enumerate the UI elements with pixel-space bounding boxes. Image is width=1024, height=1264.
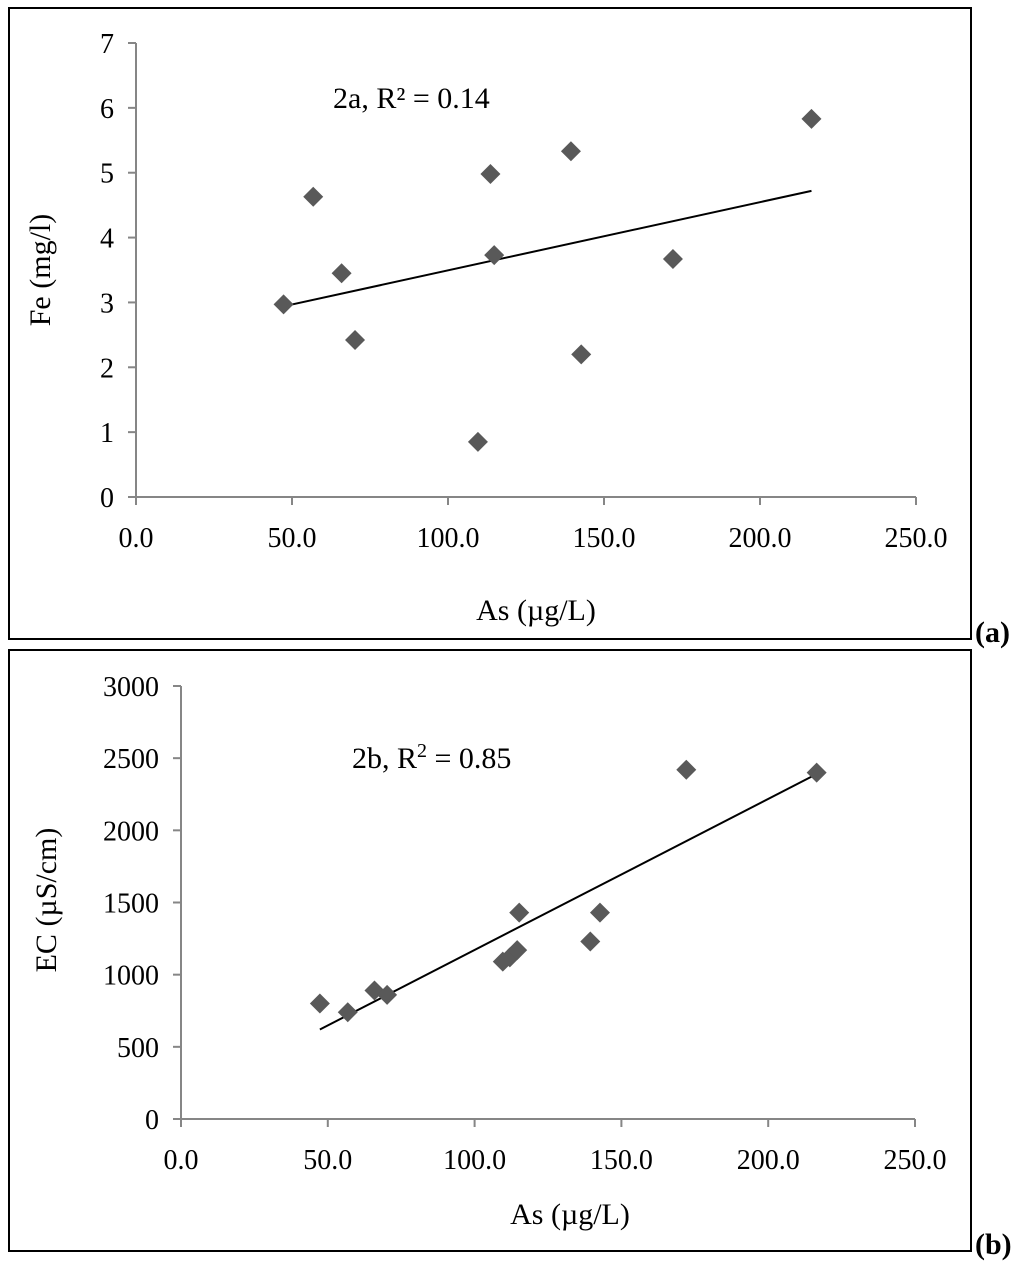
data-point-a	[662, 248, 683, 269]
data-point-b	[806, 762, 827, 783]
y-tick-label-b: 2000	[103, 816, 159, 847]
x-tick-label-b: 200.0	[737, 1145, 800, 1176]
x-tick-label-a: 200.0	[729, 523, 792, 554]
x-tick-label-a: 250.0	[885, 523, 948, 554]
x-tick-label-b: 150.0	[590, 1145, 653, 1176]
panel-a-frame	[8, 7, 972, 640]
data-point-b	[580, 931, 601, 952]
x-tick-label-b: 100.0	[443, 1145, 506, 1176]
chart-a: 2a, R² = 0.14 As (µg/L) Fe (mg/l) (a) 0 1…	[24, 29, 1010, 649]
trendline-a	[283, 189, 812, 308]
data-point-a	[484, 245, 505, 266]
data-point-a	[467, 431, 488, 452]
x-tick-label-b: 250.0	[884, 1145, 947, 1176]
x-tick-label-a: 50.0	[268, 523, 317, 554]
data-point-a	[273, 294, 294, 315]
x-tick-label-a: 150.0	[573, 523, 636, 554]
y-tick-label-b: 500	[117, 1033, 159, 1064]
y-axis-title-b: EC (µS/cm)	[30, 828, 63, 973]
data-point-a	[560, 141, 581, 162]
y-tick-label-b: 1500	[103, 889, 159, 920]
annotation-b-tail: = 0.85	[427, 742, 511, 775]
data-point-b	[337, 1002, 358, 1023]
data-point-b	[507, 940, 528, 961]
y-tick-label-a: 7	[100, 29, 114, 60]
y-tick-label-a: 3	[100, 288, 114, 319]
x-tick-label-b: 0.0	[164, 1145, 199, 1176]
data-point-b	[309, 993, 330, 1014]
data-point-b	[377, 984, 398, 1005]
annotation-a: 2a, R² = 0.14	[333, 82, 490, 115]
data-point-a	[571, 344, 592, 365]
x-tick-label-a: 0.0	[119, 523, 154, 554]
x-axis-title-b: As (µg/L)	[510, 1198, 630, 1231]
y-tick-label-b: 2500	[103, 744, 159, 775]
y-tick-label-a: 5	[100, 159, 114, 190]
y-tick-label-a: 4	[100, 224, 114, 255]
data-point-a	[331, 263, 352, 284]
annotation-b: 2b, R2 = 0.85	[352, 740, 511, 775]
data-point-a	[480, 164, 501, 185]
y-tick-label-b: 3000	[103, 672, 159, 703]
x-tick-label-b: 50.0	[303, 1145, 352, 1176]
data-point-a	[303, 186, 324, 207]
data-point-a	[801, 108, 822, 129]
y-tick-label-a: 2	[100, 353, 114, 384]
data-point-b	[589, 902, 610, 923]
y-tick-label-a: 1	[100, 418, 114, 449]
trendline-b	[319, 773, 818, 1031]
y-axis-title-a: Fe (mg/l)	[24, 214, 57, 327]
annotation-b-head: 2b, R	[352, 742, 417, 775]
y-tick-label-a: 0	[100, 483, 114, 514]
data-point-b	[676, 759, 697, 780]
panel-label-b: (b)	[975, 1228, 1012, 1261]
x-tick-label-a: 100.0	[417, 523, 480, 554]
panel-label-a: (a)	[975, 616, 1010, 649]
x-axis-title-a: As (µg/L)	[476, 594, 596, 627]
chart-b: 2b, R2 = 0.85 As (µg/L) EC (µS/cm) (b) 0…	[30, 672, 1012, 1261]
annotation-b-superscript: 2	[417, 740, 427, 762]
panel-b-frame	[8, 649, 972, 1252]
y-tick-label-b: 0	[145, 1105, 159, 1136]
data-point-b	[509, 902, 530, 923]
y-tick-label-b: 1000	[103, 961, 159, 992]
data-point-a	[345, 330, 366, 351]
y-tick-label-a: 6	[100, 94, 114, 125]
